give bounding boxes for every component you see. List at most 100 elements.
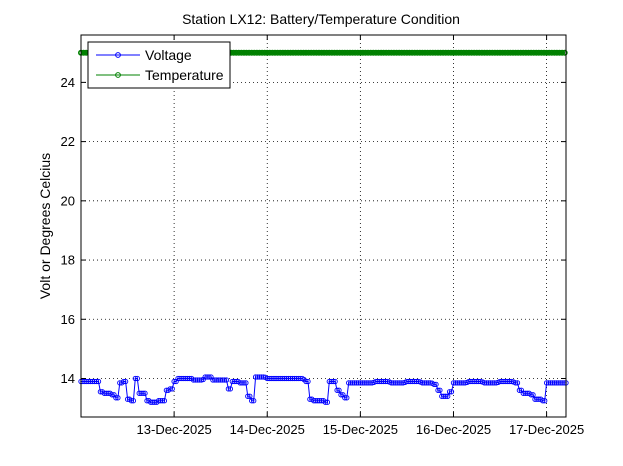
data-point-voltage (190, 377, 197, 383)
data-point-voltage (380, 378, 387, 385)
data-point-voltage (113, 395, 119, 401)
data-point-voltage (122, 378, 129, 385)
data-point-temperature (385, 49, 392, 56)
x-tick-label: 16-Dec-2025 (416, 422, 491, 437)
data-point-temperature (362, 49, 369, 56)
data-point-voltage (351, 380, 358, 386)
data-point-voltage (437, 387, 443, 393)
data-point-voltage (446, 389, 453, 395)
data-point-voltage (512, 380, 519, 386)
data-point-voltage (419, 380, 426, 386)
data-point-voltage (287, 375, 294, 382)
data-point-voltage (86, 378, 92, 385)
data-point-voltage (311, 398, 317, 404)
data-point-voltage (169, 386, 175, 392)
data-point-voltage (450, 380, 457, 386)
data-point-voltage (483, 380, 490, 386)
data-point-voltage (522, 390, 528, 396)
data-point-voltage (559, 380, 565, 386)
data-point-voltage (305, 378, 311, 385)
data-point-voltage (551, 380, 558, 386)
data-point-voltage (101, 390, 107, 396)
data-point-temperature (295, 49, 302, 56)
y-tick-label: 16 (61, 312, 75, 327)
data-point-voltage (128, 398, 135, 404)
data-point-voltage (412, 378, 418, 385)
data-point-voltage (115, 395, 121, 401)
data-point-voltage (280, 375, 286, 382)
data-point-voltage (161, 398, 168, 404)
data-point-temperature (406, 49, 413, 56)
data-point-voltage (93, 378, 100, 385)
data-point-voltage (179, 375, 185, 382)
data-point-temperature (450, 49, 457, 56)
data-point-voltage (394, 380, 400, 386)
data-point-voltage (443, 393, 449, 399)
data-point-voltage (256, 374, 263, 380)
data-point-voltage (322, 399, 329, 405)
data-point-voltage (365, 380, 371, 386)
data-point-voltage (410, 378, 416, 385)
data-point-temperature (437, 49, 444, 56)
data-point-voltage (363, 380, 369, 386)
data-point-voltage (138, 390, 144, 396)
data-point-voltage (293, 375, 299, 382)
y-tick-label: 20 (61, 193, 75, 208)
data-point-voltage (452, 380, 459, 386)
data-point-temperature (370, 49, 377, 56)
data-point-voltage (282, 375, 288, 382)
data-point-voltage (214, 377, 220, 383)
x-tick-label: 15-Dec-2025 (323, 422, 398, 437)
data-point-voltage (148, 399, 154, 405)
data-point-voltage (241, 380, 247, 386)
data-point-voltage (487, 380, 493, 386)
data-point-voltage (503, 378, 509, 385)
data-point-voltage (516, 387, 523, 393)
data-point-voltage (134, 375, 140, 382)
data-point-temperature (463, 49, 470, 56)
data-point-temperature (269, 49, 276, 56)
data-point-voltage (555, 380, 561, 386)
data-point-voltage (534, 396, 540, 402)
data-point-voltage (406, 378, 412, 385)
data-point-voltage (520, 390, 526, 396)
data-point-voltage (361, 380, 367, 386)
data-point-voltage (359, 380, 365, 386)
data-point-voltage (130, 398, 137, 404)
data-point-voltage (91, 378, 98, 385)
data-point-voltage (532, 396, 538, 402)
data-point-voltage (382, 378, 389, 385)
data-point-voltage (334, 387, 340, 393)
data-point-voltage (499, 378, 505, 385)
data-point-voltage (155, 398, 162, 404)
data-point-temperature (271, 49, 278, 56)
data-point-voltage (231, 378, 237, 385)
data-point-voltage (291, 375, 298, 382)
data-point-voltage (481, 380, 488, 386)
data-point-voltage (460, 380, 466, 386)
data-point-voltage (192, 377, 199, 383)
data-point-voltage (501, 378, 507, 385)
data-point-voltage (336, 387, 342, 393)
data-point-temperature (478, 49, 485, 56)
data-point-voltage (258, 374, 265, 380)
data-point-voltage (206, 374, 212, 380)
data-point-temperature (372, 49, 379, 56)
data-point-voltage (328, 378, 334, 385)
data-point-voltage (84, 378, 90, 385)
data-point-voltage (458, 380, 464, 386)
data-point-temperature (429, 49, 436, 56)
data-point-voltage (338, 392, 344, 398)
data-point-temperature (302, 49, 309, 56)
x-axis: 13-Dec-2025 14-Dec-2025 15-Dec-2025 16-Dec-… (137, 35, 584, 437)
data-point-voltage (441, 393, 447, 399)
data-point-voltage (445, 393, 451, 399)
data-point-voltage (185, 375, 191, 382)
data-point-voltage (175, 375, 181, 382)
data-point-voltage (183, 375, 189, 382)
data-point-voltage (95, 378, 102, 385)
data-point-temperature (504, 49, 511, 56)
data-point-temperature (341, 49, 348, 56)
data-point-temperature (561, 49, 568, 56)
data-point-voltage (219, 377, 226, 383)
